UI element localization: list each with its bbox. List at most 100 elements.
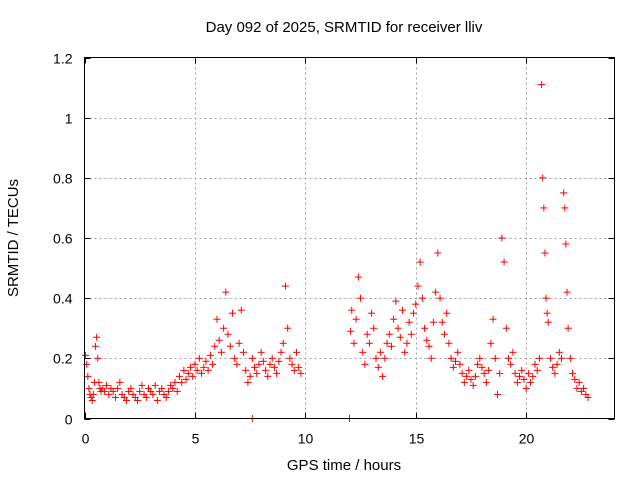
data-point — [584, 393, 592, 401]
data-point — [498, 234, 506, 242]
data-point — [549, 363, 557, 371]
data-point — [114, 384, 122, 392]
data-point — [423, 336, 431, 344]
data-point — [240, 348, 247, 356]
data-point — [151, 381, 159, 389]
data-point — [535, 354, 543, 362]
data-point — [458, 369, 466, 377]
data-point — [456, 360, 464, 368]
data-point — [288, 360, 296, 368]
data-point — [268, 354, 276, 362]
data-point — [134, 396, 141, 404]
data-point — [505, 354, 512, 362]
data-point — [255, 360, 263, 368]
data-point — [507, 360, 515, 368]
data-point — [244, 378, 252, 386]
data-point — [162, 393, 170, 401]
data-point — [520, 375, 528, 383]
data-point — [418, 294, 426, 302]
data-point — [529, 372, 537, 380]
data-point — [217, 348, 225, 356]
data-point — [191, 360, 199, 368]
data-point — [463, 372, 471, 380]
data-point — [116, 378, 124, 386]
y-tick-label: 0.4 — [53, 291, 73, 307]
data-point — [561, 204, 569, 212]
data-point — [394, 324, 402, 332]
data-point — [546, 354, 554, 362]
data-point — [465, 366, 473, 374]
data-point — [421, 324, 429, 332]
x-tick-label: 15 — [409, 431, 425, 447]
data-point — [575, 378, 583, 386]
data-point — [348, 306, 356, 314]
data-point — [202, 357, 210, 365]
data-point — [275, 357, 283, 365]
data-point — [436, 294, 444, 302]
data-point — [368, 309, 376, 317]
y-axis-label: SRMTID / TECUs — [5, 179, 22, 297]
data-point — [401, 348, 409, 356]
data-point — [357, 294, 365, 302]
data-point — [84, 372, 92, 380]
data-point — [270, 363, 278, 371]
data-point — [410, 309, 418, 317]
data-point — [295, 363, 303, 371]
data-point — [379, 372, 387, 380]
data-point — [405, 318, 413, 326]
data-point — [215, 336, 223, 344]
data-point — [109, 387, 117, 395]
data-point — [189, 372, 197, 380]
data-point — [136, 387, 144, 395]
data-point — [259, 357, 267, 365]
data-point — [476, 354, 484, 362]
data-point — [443, 309, 451, 317]
grid-lines — [84, 57, 615, 419]
data-point — [213, 315, 221, 323]
data-point — [544, 318, 552, 326]
data-point — [352, 315, 360, 323]
data-point — [222, 288, 230, 296]
data-point — [175, 372, 183, 380]
data-point — [551, 369, 559, 377]
data-point — [555, 348, 563, 356]
data-point — [347, 327, 355, 335]
data-point — [449, 363, 457, 371]
data-point — [279, 339, 287, 347]
data-point — [511, 369, 519, 377]
data-point — [485, 366, 493, 374]
data-point — [399, 306, 406, 314]
data-point — [370, 324, 378, 332]
data-point — [200, 363, 208, 371]
data-point — [452, 357, 459, 365]
data-point — [361, 360, 369, 368]
data-point — [171, 378, 179, 386]
data-point — [248, 354, 256, 362]
data-point — [251, 363, 259, 371]
data-point — [474, 360, 482, 368]
data-point — [93, 333, 101, 341]
x-tick-labels: 0 5 10 15 20 — [82, 431, 535, 447]
data-point — [204, 366, 212, 374]
data-point — [253, 369, 261, 377]
data-point — [354, 273, 362, 281]
data-point — [522, 384, 530, 392]
data-point — [396, 333, 404, 341]
data-point — [264, 372, 272, 380]
data-point — [516, 372, 524, 380]
data-point — [182, 375, 190, 383]
data-point — [262, 366, 270, 374]
data-point — [237, 306, 245, 314]
data-point — [173, 387, 181, 395]
data-point — [480, 369, 488, 377]
data-point — [524, 369, 532, 377]
data-point — [220, 324, 228, 332]
data-point — [149, 390, 157, 398]
data-point — [100, 387, 108, 395]
data-point — [88, 396, 96, 404]
data-point — [153, 396, 161, 404]
data-point — [228, 309, 236, 317]
data-point — [541, 249, 549, 257]
data-point — [89, 390, 97, 398]
